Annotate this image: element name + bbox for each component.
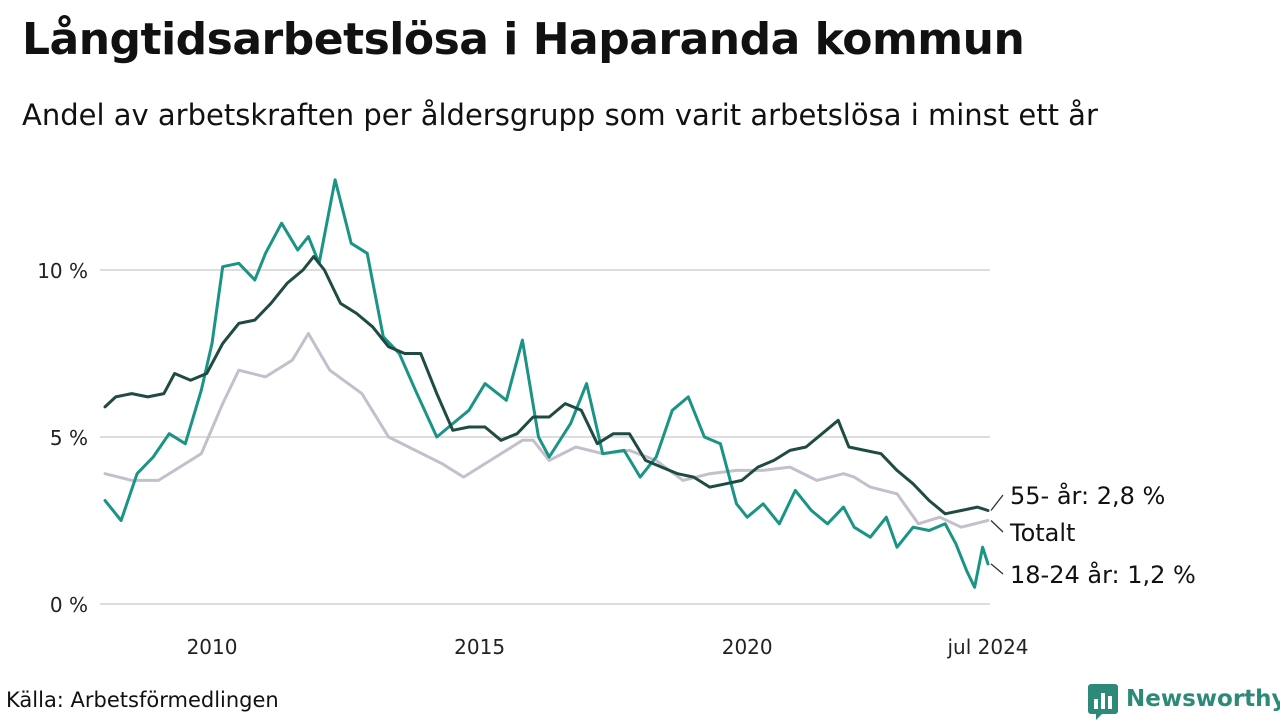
y-tick-label: 10 % <box>37 259 88 283</box>
series-label-18-24-r: 18-24 år: 1,2 % <box>1010 560 1196 589</box>
x-axis-ticks: 2010 2015 2020 jul 2024 <box>187 635 1029 659</box>
label-leader-totalt <box>990 520 1004 533</box>
x-tick-label: 2015 <box>454 635 505 659</box>
brand-logo[interactable]: Newsworthy <box>1088 684 1280 720</box>
label-leader-18-24-r <box>990 563 1004 575</box>
chart-subtitle: Andel av arbetskraften per åldersgrupp s… <box>22 98 1098 132</box>
newsworthy-logo-icon <box>1088 684 1118 720</box>
series-label-55-r: 55- år: 2,8 % <box>1010 481 1165 510</box>
source-note: Källa: Arbetsförmedlingen <box>6 688 279 712</box>
y-axis-ticks: 0 % 5 % 10 % <box>37 259 88 617</box>
y-tick-label: 5 % <box>50 426 88 450</box>
x-tick-label: 2010 <box>187 635 238 659</box>
x-tick-label: 2020 <box>722 635 773 659</box>
gridlines <box>100 269 990 605</box>
series-line-18-24-r <box>103 178 990 589</box>
series-labels: Totalt 18-24 år: 1,2 % 55- år: 2,8 % <box>990 481 1196 589</box>
y-tick-label: 0 % <box>50 593 88 617</box>
brand-name: Newsworthy <box>1126 686 1280 712</box>
series-label-totalt: Totalt <box>1009 519 1075 547</box>
series-lines <box>103 178 990 589</box>
series-line-totalt <box>103 332 990 529</box>
label-leader-55-r <box>990 494 1004 511</box>
x-tick-label: jul 2024 <box>946 635 1028 659</box>
series-line-55-r <box>103 255 990 516</box>
chart-title: Långtidsarbetslösa i Haparanda kommun <box>22 14 1025 65</box>
